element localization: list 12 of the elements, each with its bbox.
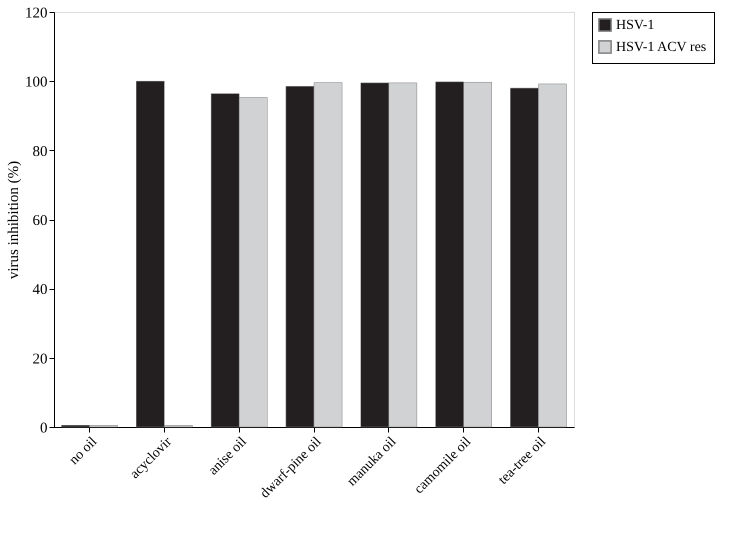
legend-label: HSV-1 (616, 18, 654, 33)
y-tick-label: 40 (32, 282, 48, 298)
y-tick-label: 80 (32, 144, 48, 160)
y-tick-label: 120 (25, 6, 48, 22)
x-tick-label: no oil (66, 434, 100, 468)
x-tick-label: anise oil (206, 434, 250, 478)
y-tick-label: 60 (32, 213, 48, 229)
y-tick-label: 20 (32, 351, 48, 368)
y-tick-label: 0 (40, 420, 48, 436)
legend-label: HSV-1 ACV res (616, 40, 706, 55)
y-axis-title: virus inhibition (%) (6, 160, 22, 280)
y-tick-label: 100 (25, 74, 48, 91)
